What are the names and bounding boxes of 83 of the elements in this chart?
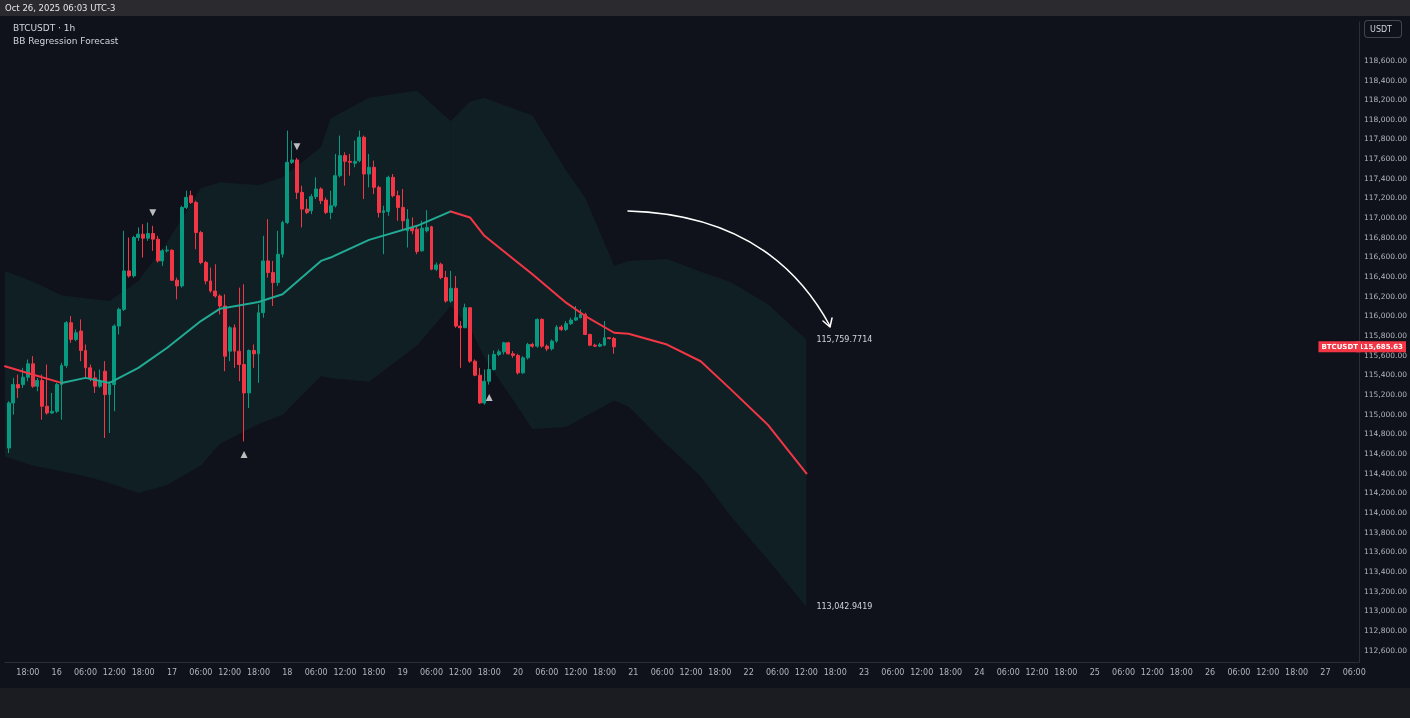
- candlestick: [434, 262, 438, 272]
- line-series: [60, 210, 452, 384]
- candlestick: [35, 377, 39, 392]
- x-tick-label: 12:00: [564, 667, 588, 677]
- x-tick-label: 12:00: [1025, 667, 1049, 677]
- x-tick-label: 18: [282, 667, 293, 677]
- annotation: 113,042.9419: [816, 602, 873, 612]
- x-tick-label: 18:00: [823, 667, 847, 677]
- x-tick-label: 06:00: [766, 667, 790, 677]
- candlestick: [69, 315, 73, 344]
- x-tick-label: 12:00: [794, 667, 818, 677]
- candlestick: [430, 225, 433, 271]
- candlestick: [228, 325, 232, 362]
- x-tick-label: 06:00: [304, 667, 328, 677]
- x-tick-label: 18:00: [16, 667, 40, 677]
- x-tick-label: 12:00: [333, 667, 357, 677]
- x-tick-label: 20: [512, 667, 524, 677]
- x-tick-label: 21: [628, 667, 639, 677]
- candlestick: [252, 343, 256, 369]
- x-tick-label: 06:00: [1112, 667, 1136, 677]
- candlestick: [98, 369, 102, 389]
- x-tick-label: 12:00: [102, 667, 126, 677]
- candlestick: [353, 140, 357, 168]
- candlestick: [463, 303, 467, 329]
- line-series: [449, 210, 808, 475]
- text: BB Regression Forecast: [13, 35, 119, 46]
- x-tick-label: 19: [397, 667, 408, 677]
- x-tick-label: 06:00: [1342, 667, 1366, 677]
- x-tick-label: 12:00: [448, 667, 472, 677]
- candlestick: [146, 221, 150, 242]
- x-tick-label: 18:00: [1285, 667, 1309, 677]
- x-tick-label: 18:00: [939, 667, 963, 677]
- x-tick-label: 18:00: [1169, 667, 1193, 677]
- x-tick-label: 22: [743, 667, 754, 677]
- candlestick: [362, 135, 366, 200]
- candlestick: [74, 328, 78, 342]
- x-tick-label: 18:00: [1054, 667, 1078, 677]
- candlestick: [247, 348, 251, 409]
- x-tick-label: 24: [974, 667, 985, 677]
- chart-title: BTCUSDT · 1h: [13, 22, 76, 33]
- x-tick-label: 12:00: [679, 667, 703, 677]
- x-tick-label: 18:00: [131, 667, 155, 677]
- x-tick-label: 18:00: [708, 667, 732, 677]
- candlestick: [449, 270, 453, 304]
- x-tick-label: 18:00: [593, 667, 617, 677]
- candlestick: [16, 374, 20, 399]
- point: [293, 143, 301, 151]
- candlestick: [141, 223, 145, 259]
- candlestick: [127, 237, 131, 279]
- text: Oct 26, 2025 06:03 UTC-3: [5, 3, 116, 13]
- candlestick: [357, 130, 361, 163]
- x-tick-label: 25: [1089, 667, 1100, 677]
- x-tick-label: 12:00: [218, 667, 242, 677]
- y-axis-title: USDT: [1370, 24, 1393, 34]
- candlestick: [406, 208, 409, 249]
- candlestick: [367, 153, 371, 188]
- x-tick-label: 06:00: [419, 667, 444, 677]
- x-tick-label: 06:00: [189, 667, 213, 677]
- candlestick: [559, 324, 563, 332]
- x-tick-label: 16: [51, 667, 62, 677]
- x-tick-label: 12:00: [1256, 667, 1280, 677]
- x-tick-label: 06:00: [650, 667, 674, 677]
- x-tick-label: 18:00: [246, 667, 271, 677]
- x-tick-label: 12:00: [1140, 667, 1164, 677]
- x-tick-label: 27: [1320, 667, 1331, 677]
- x-tick-label: 23: [858, 667, 870, 677]
- x-tick-label: 06:00: [73, 667, 98, 677]
- point: [240, 451, 248, 459]
- annotation: 115,759.7714: [816, 335, 873, 345]
- x-tick-label: 06:00: [996, 667, 1020, 677]
- point: [149, 209, 157, 217]
- x-tick-label: 12:00: [910, 667, 934, 677]
- x-tick-label: 06:00: [881, 667, 905, 677]
- candlestick: [530, 342, 534, 349]
- x-tick-label: 18:00: [362, 667, 386, 677]
- x-tick-label: 26: [1204, 667, 1216, 677]
- candlestick: [103, 360, 107, 439]
- x-tick-label: 06:00: [1227, 667, 1251, 677]
- x-tick-label: 06:00: [535, 667, 559, 677]
- point: [485, 393, 493, 401]
- x-tick-label: 17: [166, 667, 178, 677]
- x-tick-label: 18:00: [477, 667, 501, 677]
- candlestick: [535, 317, 539, 349]
